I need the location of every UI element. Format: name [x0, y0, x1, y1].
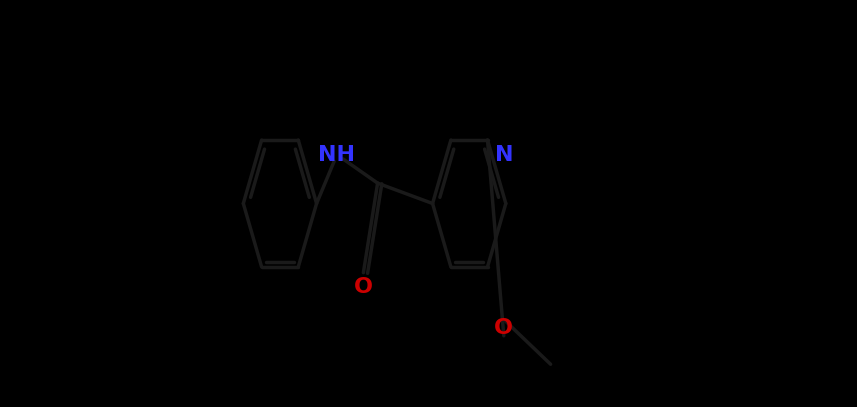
Text: N: N: [494, 144, 513, 165]
Text: O: O: [494, 317, 513, 338]
Text: NH: NH: [319, 144, 356, 165]
Text: O: O: [354, 277, 373, 297]
